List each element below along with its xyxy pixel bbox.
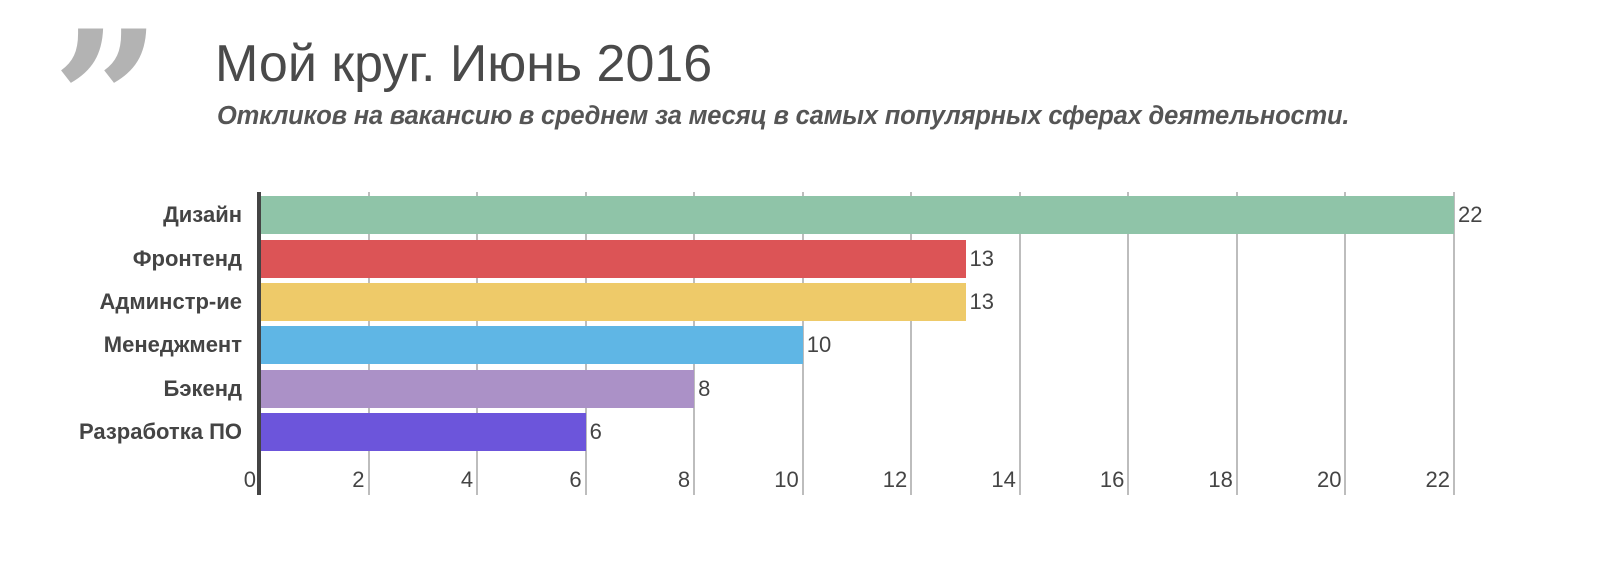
x-tick-label: 18 [1208,467,1233,492]
gridline [1344,192,1347,495]
bar [261,240,966,278]
bar [261,413,586,451]
data-label: 8 [698,376,711,401]
x-tick-label: 14 [991,467,1016,492]
bar [261,283,966,321]
gridline [801,192,804,495]
page-subtitle: Откликов на вакансию в среднем за месяц … [217,102,1350,130]
data-label: 13 [969,289,995,314]
category-label: Админстр-ие [99,289,242,314]
x-tick-label: 6 [569,467,582,492]
x-tick-label: 22 [1425,467,1450,492]
x-tick-label: 4 [460,467,474,492]
gridline [1453,192,1455,495]
gridline [910,192,913,495]
x-tick-label: 2 [352,467,365,492]
gridline [1127,192,1130,495]
x-tick-label: 12 [882,467,908,492]
x-tick-label: 10 [774,467,799,492]
category-label: Фронтенд [132,246,242,271]
page-title: Мой круг. Июнь 2016 [215,35,713,93]
category-label: Дизайн [163,202,242,227]
category-label: Менеджмент [103,332,242,357]
data-label: 6 [589,419,602,444]
data-label: 10 [806,332,832,357]
data-label: 22 [1458,202,1483,227]
quote-mark-icon: ” [52,0,162,212]
category-label: Разработка ПО [78,419,242,444]
x-tick-label: 8 [677,467,691,492]
gridline [1018,192,1021,495]
x-tick-label: 16 [1099,467,1125,492]
data-label: 13 [969,246,995,271]
bar [261,196,1454,234]
y-axis-line [257,192,261,495]
gridline [1235,192,1238,495]
bar [261,370,695,408]
x-tick-label: 0 [243,467,256,492]
bar [261,326,803,364]
category-label: Бэкенд [163,376,242,401]
x-tick-label: 20 [1316,467,1342,492]
